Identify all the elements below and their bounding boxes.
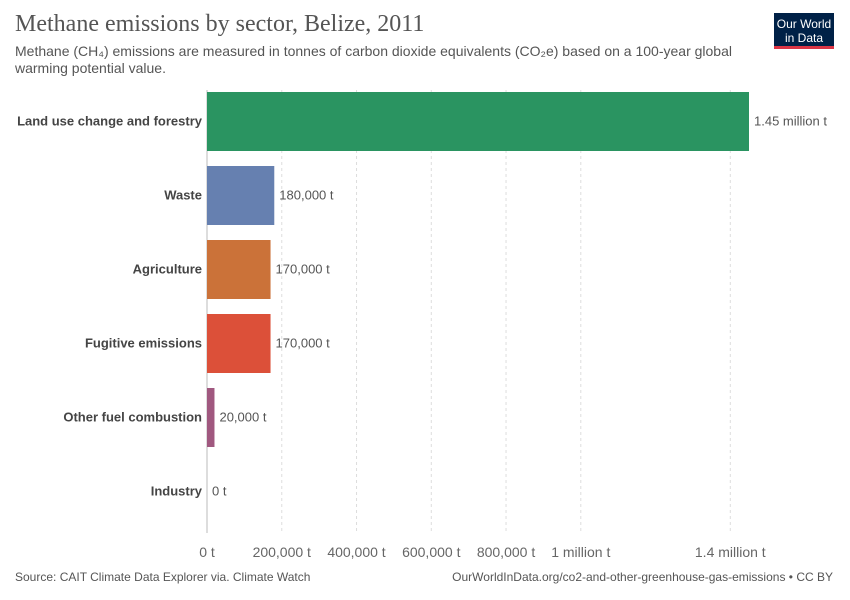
bar: [207, 92, 749, 151]
value-label: 1.45 million t: [754, 114, 827, 129]
category-label: Agriculture: [133, 262, 202, 277]
gridlines: [206, 90, 731, 533]
value-label: 170,000 t: [276, 336, 331, 351]
x-tick-label: 1 million t: [551, 544, 610, 560]
footer-url[interactable]: OurWorldInData.org/co2-and-other-greenho…: [452, 570, 833, 584]
x-tick-label: 1.4 million t: [695, 544, 766, 560]
value-label: 170,000 t: [276, 262, 331, 277]
category-label: Land use change and forestry: [17, 114, 203, 129]
x-tick-label: 0 t: [199, 544, 215, 560]
chart-subtitle: Methane (CH₄) emissions are measured in …: [15, 43, 732, 76]
category-label: Industry: [151, 484, 203, 499]
bar: [207, 166, 275, 225]
x-tick-label: 800,000 t: [477, 544, 535, 560]
x-tick-label: 600,000 t: [402, 544, 460, 560]
x-axis-ticks: 0 t 200,000 t 400,000 t 600,000 t 800,000 t 1…: [199, 544, 766, 560]
logo-line-2: in Data: [784, 31, 824, 45]
category-label: Other fuel combustion: [63, 410, 202, 425]
x-tick-label: 400,000 t: [327, 544, 385, 560]
category-label: Waste: [164, 188, 202, 203]
category-label: Fugitive emissions: [85, 336, 202, 351]
bar: [207, 240, 271, 299]
owid-logo[interactable]: Our World in Data: [774, 13, 834, 49]
logo-line-1: Our World: [776, 17, 832, 31]
bar: [207, 314, 271, 373]
x-tick-label: 200,000 t: [253, 544, 311, 560]
source-note: Source: CAIT Climate Data Explorer via. …: [15, 570, 311, 584]
chart-title: Methane emissions by sector, Belize, 201…: [15, 11, 425, 37]
bar: [207, 388, 215, 447]
value-label: 20,000 t: [219, 410, 266, 425]
value-label: 0 t: [212, 484, 227, 499]
value-label: 180,000 t: [279, 188, 334, 203]
bars: Land use change and forestry 1.45 million…: [17, 92, 827, 499]
